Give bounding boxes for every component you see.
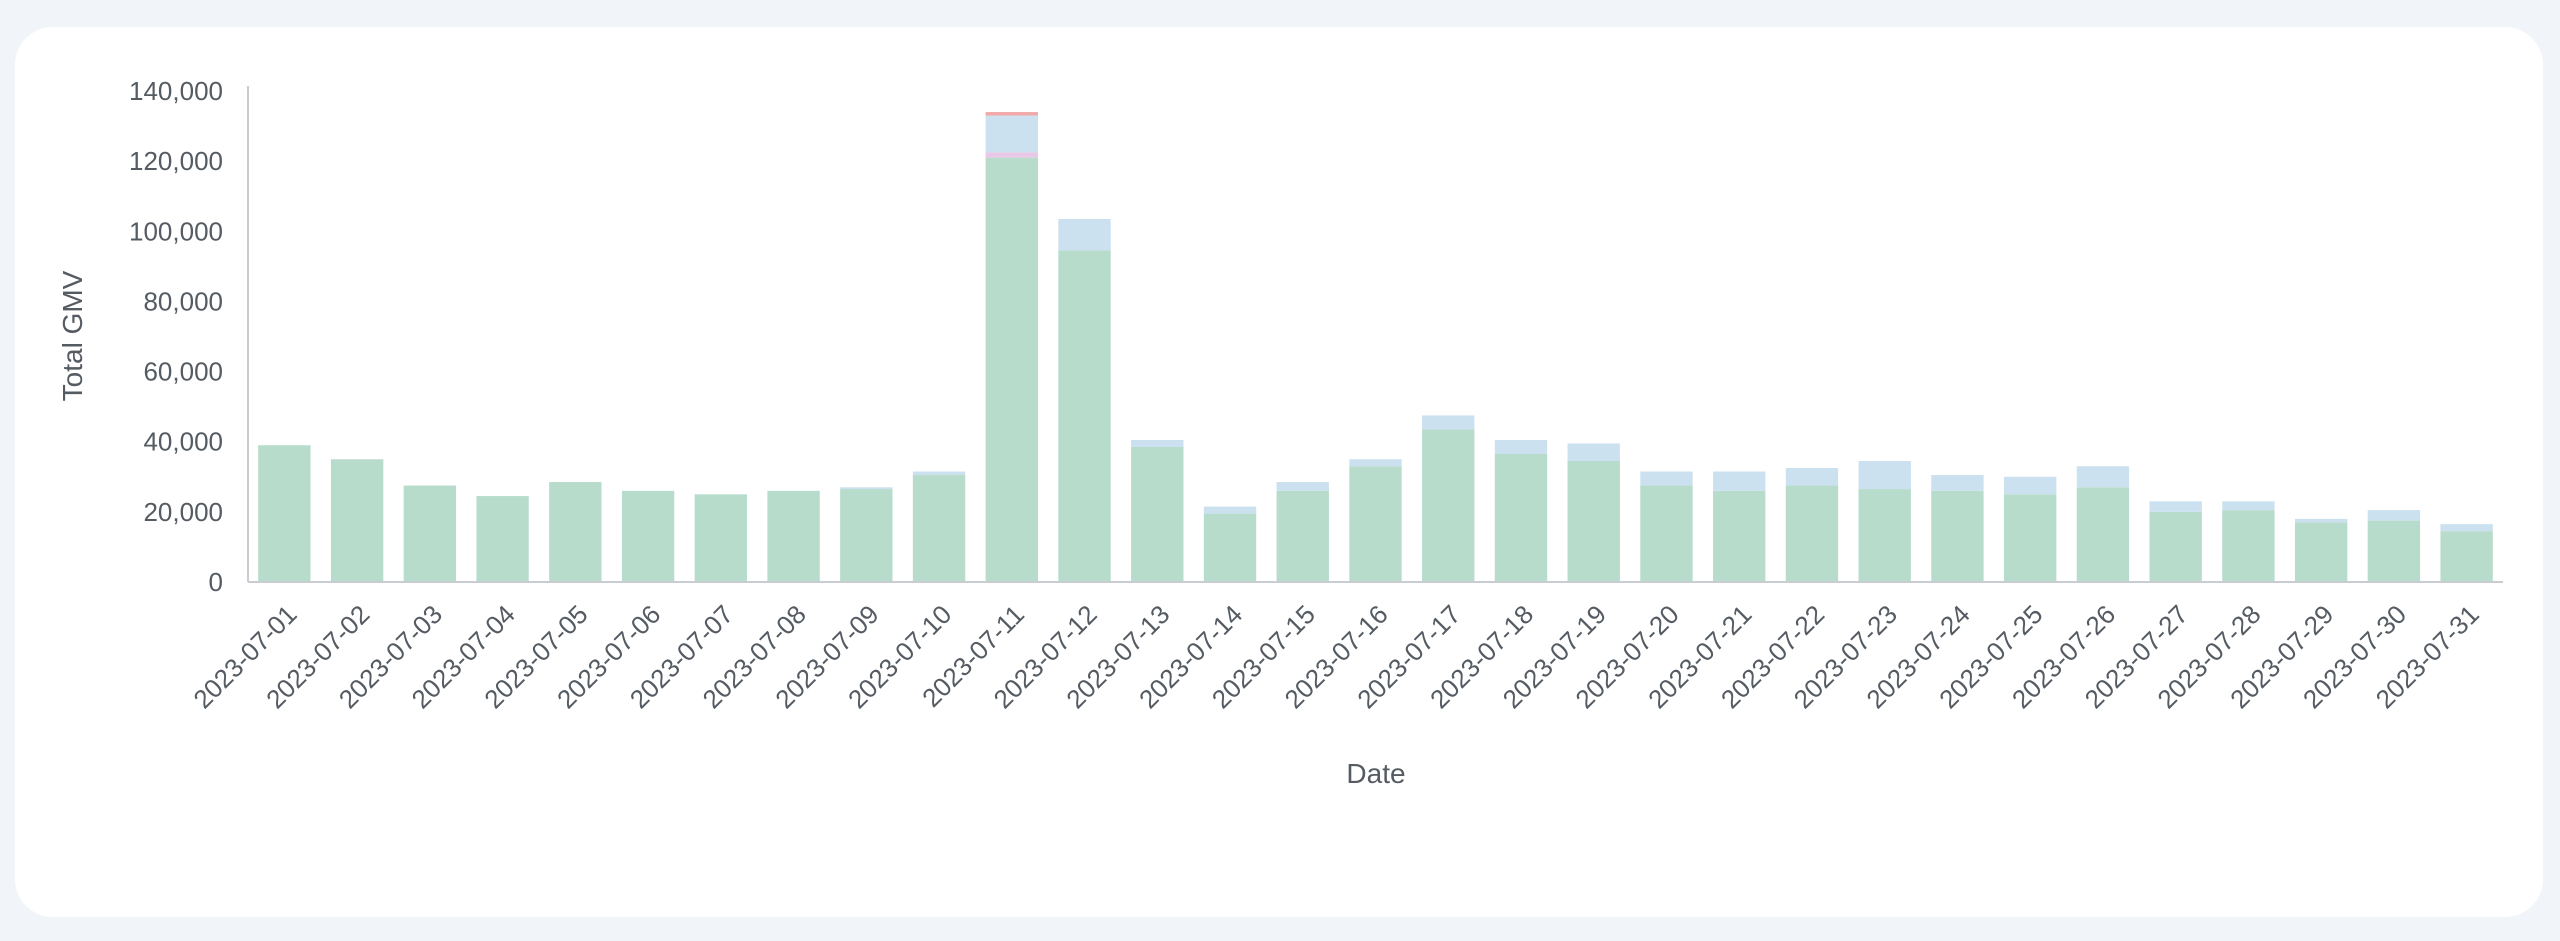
- bar-segment: [2222, 510, 2275, 582]
- bar-segment: [1713, 490, 1766, 582]
- bar-segment: [1640, 485, 1693, 582]
- bar-segment: [1349, 466, 1402, 582]
- bar-segment: [1203, 513, 1257, 582]
- bar-segment: [1131, 446, 1184, 582]
- bar-segment: [330, 459, 384, 582]
- bar-segment: [1567, 461, 1620, 582]
- bar-segment: [1713, 471, 1766, 491]
- bar-segment: [2076, 487, 2130, 582]
- y-tick-label: 140,000: [129, 76, 223, 106]
- bar-segment: [1131, 439, 1184, 447]
- y-tick-label: 60,000: [143, 357, 223, 387]
- bar-segment: [2003, 476, 2057, 495]
- bar-segment: [2294, 522, 2348, 582]
- bar-segment: [2367, 520, 2421, 582]
- bar-segment: [1349, 459, 1402, 467]
- bar-segment: [2440, 524, 2493, 532]
- bar-segment: [1785, 468, 1839, 486]
- bar-segment: [621, 490, 675, 582]
- y-tick-label: 80,000: [143, 286, 223, 316]
- bar-segment: [985, 112, 1038, 116]
- bar-segment: [1422, 429, 1475, 582]
- y-tick-label: 20,000: [143, 497, 223, 527]
- bar-segment: [1785, 485, 1839, 582]
- bar-segment: [1931, 490, 1984, 582]
- bar-segment: [985, 115, 1038, 153]
- bar-segment: [840, 489, 893, 582]
- bar-segment: [1567, 443, 1620, 462]
- bar-segment: [840, 487, 893, 490]
- bar-segment: [985, 152, 1038, 158]
- bar-segment: [2294, 518, 2348, 523]
- bar-segment: [912, 475, 966, 582]
- bar-segment: [694, 494, 748, 582]
- bar-segment: [1276, 490, 1329, 582]
- bar-segment: [403, 485, 457, 582]
- bar-segment: [1931, 475, 1984, 491]
- bar-segment: [1422, 415, 1475, 430]
- y-tick-label: 0: [209, 567, 223, 597]
- bar-segment: [1203, 506, 1257, 514]
- bar-segment: [1494, 439, 1548, 454]
- bar-segment: [258, 445, 311, 582]
- bar-segment: [1858, 461, 1911, 490]
- bar-segment: [1058, 250, 1111, 582]
- bar-segment: [2149, 511, 2202, 582]
- bar-segment: [912, 471, 966, 476]
- y-tick-label: 40,000: [143, 427, 223, 457]
- y-tick-label: 100,000: [129, 216, 223, 246]
- bar-segment: [1640, 471, 1693, 486]
- bar-segment: [2367, 510, 2421, 521]
- bar-segment: [2440, 531, 2493, 582]
- bar-segment: [1276, 482, 1329, 491]
- bar-segment: [985, 157, 1038, 582]
- bar-segment: [2076, 466, 2130, 488]
- bar-segment: [1494, 453, 1548, 582]
- bar-segment: [767, 490, 820, 582]
- x-axis-title: Date: [1346, 758, 1405, 789]
- bars: [258, 112, 2493, 582]
- y-tick-label: 120,000: [129, 146, 223, 176]
- y-axis-ticks: 0 20,000 40,000 60,000 80,000 100,000 120,000 1…: [129, 76, 223, 597]
- bar-segment: [476, 496, 529, 582]
- bar-segment: [1858, 489, 1911, 582]
- y-axis-title: Total GMV: [57, 270, 88, 401]
- bar-segment: [2149, 501, 2202, 512]
- bar-segment: [1058, 219, 1111, 251]
- bar-segment: [2222, 501, 2275, 511]
- bar-segment: [549, 482, 602, 582]
- x-axis-ticks: 2023-07-012023-07-022023-07-032023-07-04…: [187, 599, 2485, 714]
- bar-segment: [2003, 494, 2057, 582]
